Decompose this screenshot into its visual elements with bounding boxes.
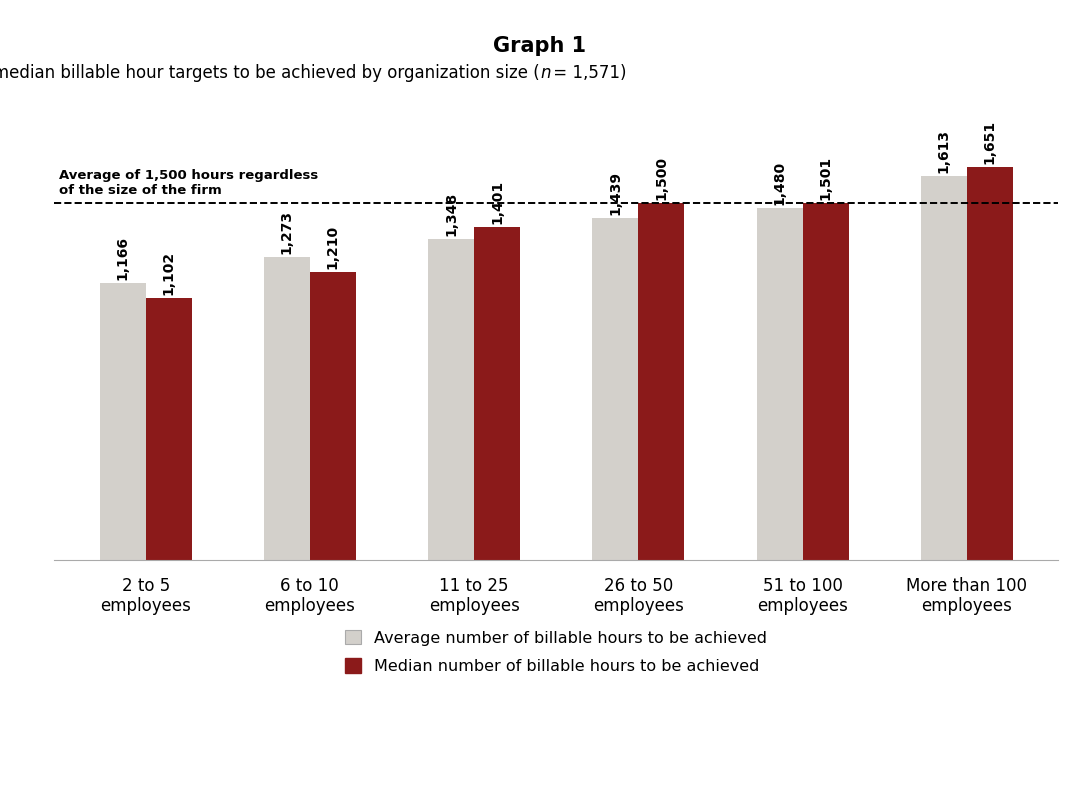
Text: 1,480: 1,480 [772, 161, 786, 205]
Bar [921, 176, 967, 560]
Bar [428, 239, 474, 560]
Bar [967, 167, 1013, 560]
Bar [592, 218, 638, 560]
Text: 1,102: 1,102 [162, 251, 176, 295]
Bar [474, 226, 521, 560]
Text: 1,210: 1,210 [326, 225, 340, 270]
Text: 1,439: 1,439 [608, 170, 622, 214]
Bar [264, 257, 310, 560]
Text: Graph 1: Graph 1 [494, 36, 586, 56]
Text: n: n [540, 64, 551, 82]
Text: 1,651: 1,651 [983, 120, 997, 164]
Bar [757, 208, 802, 560]
Bar [802, 203, 849, 560]
Text: 1,348: 1,348 [444, 192, 458, 236]
Bar [638, 203, 685, 560]
Text: 1,613: 1,613 [936, 130, 950, 174]
Text: Average of 1,500 hours regardless
of the size of the firm: Average of 1,500 hours regardless of the… [59, 169, 319, 197]
Bar [310, 272, 355, 560]
Text: = 1,571): = 1,571) [548, 64, 626, 82]
Text: 1,166: 1,166 [116, 236, 130, 280]
Text: 1,501: 1,501 [819, 156, 833, 200]
Legend: Average number of billable hours to be achieved, Median number of billable hours: Average number of billable hours to be a… [337, 622, 775, 682]
Text: 1,500: 1,500 [654, 156, 669, 200]
Text: Average and median billable hour targets to be achieved by organization size (: Average and median billable hour targets… [0, 64, 540, 82]
Text: 1,401: 1,401 [490, 180, 504, 224]
Bar [146, 298, 191, 560]
Text: 1,273: 1,273 [280, 210, 294, 254]
Bar [99, 282, 146, 560]
